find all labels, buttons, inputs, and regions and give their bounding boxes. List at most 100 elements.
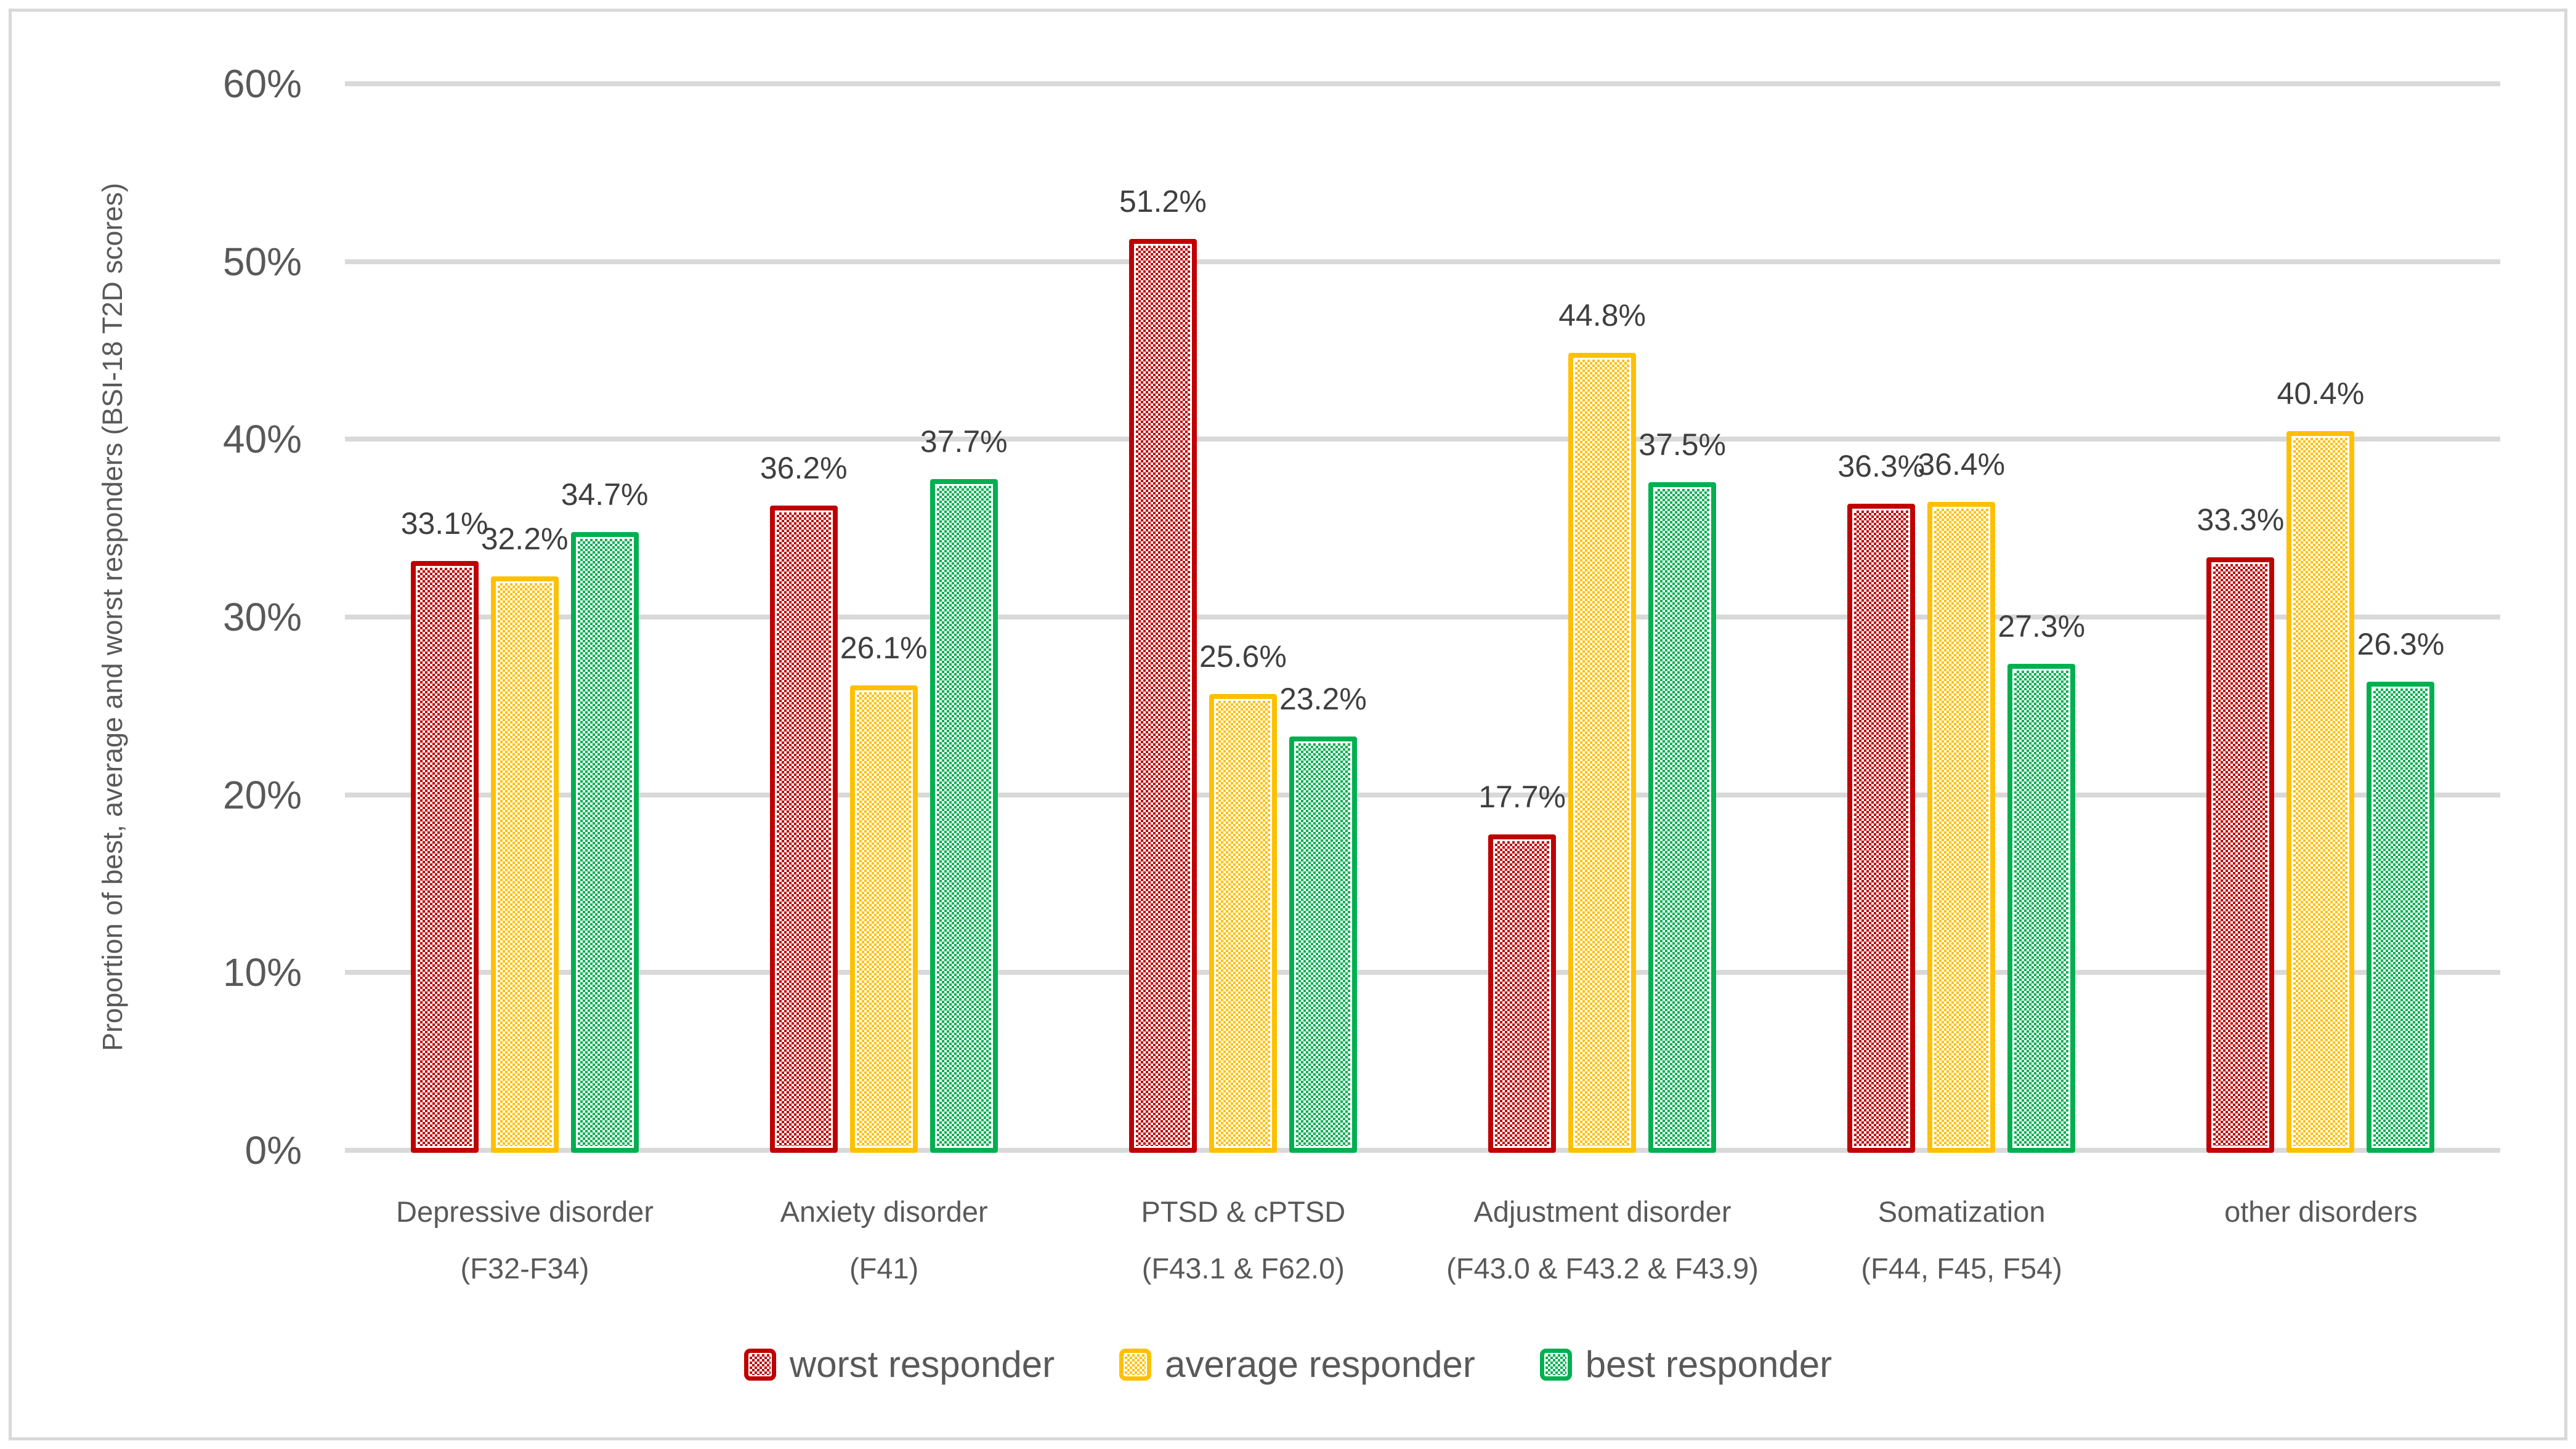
legend-swatch-worst [743, 1349, 776, 1381]
data-label: 32.2% [480, 522, 569, 557]
category-label-line2: (F41) [849, 1252, 919, 1285]
y-tick-label: 30% [222, 594, 302, 639]
bar-pattern-fill [1655, 489, 1710, 1146]
data-label: 33.3% [2197, 502, 2285, 537]
bar-pattern-fill [1215, 701, 1270, 1146]
category-label-line2: (F32-F34) [460, 1252, 589, 1285]
bar-average-group5 [1927, 502, 1996, 1153]
category-label: Adjustment disorder (F43.0 & F43.2 & F43.… [1423, 1184, 1783, 1297]
bar-worst-group4 [1488, 834, 1557, 1153]
bar-best-group3 [1289, 737, 1357, 1153]
legend-item-worst: worst responder [743, 1342, 1055, 1387]
bar-pattern-fill [1934, 509, 1989, 1146]
data-label: 51.2% [1119, 184, 1207, 219]
gridline-30% [345, 614, 2500, 620]
data-label: 37.7% [920, 424, 1008, 459]
bar-average-group2 [849, 685, 918, 1153]
category-label-line1: Adjustment disorder [1473, 1195, 1732, 1228]
category-label: Somatization (F44, F45, F54) [1782, 1184, 2142, 1297]
data-label: 36.2% [759, 451, 848, 485]
legend-label: best responder [1585, 1344, 1833, 1385]
category-label-line1: other disorders [2224, 1195, 2418, 1228]
bar-average-group1 [490, 576, 559, 1153]
bar-pattern-fill [2293, 437, 2348, 1146]
bar-pattern-fill [2014, 670, 2069, 1146]
bar-pattern-fill [1854, 511, 1909, 1146]
bar-average-group6 [2286, 430, 2355, 1153]
category-label-line1: Depressive disorder [396, 1195, 654, 1228]
category-label-line1: Anxiety disorder [780, 1195, 988, 1228]
legend-swatch-average [1119, 1349, 1152, 1381]
legend-swatch-pattern [1545, 1354, 1566, 1375]
y-axis-title: Proportion of best, average and worst re… [97, 183, 128, 1051]
bar-pattern-fill [417, 567, 472, 1146]
bar-worst-group5 [1847, 504, 1916, 1153]
gridline-40% [345, 437, 2500, 442]
category-label: PTSD & cPTSD (F43.1 & F62.0) [1063, 1184, 1423, 1297]
gridline-50% [345, 259, 2500, 264]
y-tick-label: 60% [222, 61, 302, 106]
data-label: 36.3% [1837, 449, 1926, 484]
legend: worst responder average responder best res… [0, 1342, 2576, 1387]
bar-best-group4 [1648, 482, 1717, 1153]
category-label: Depressive disorder (F32-F34) [345, 1184, 705, 1297]
bar-pattern-fill [2213, 563, 2268, 1146]
bar-pattern-fill [936, 485, 991, 1146]
bar-pattern-fill [2373, 688, 2428, 1146]
y-tick-label: 0% [245, 1128, 302, 1173]
y-tick-label: 20% [222, 772, 302, 817]
gridline-10% [345, 970, 2500, 975]
bar-worst-group1 [410, 560, 479, 1153]
bar-pattern-fill [497, 583, 552, 1146]
bar-pattern-fill [1135, 246, 1190, 1146]
gridline-0% [345, 1148, 2500, 1153]
legend-label: average responder [1165, 1344, 1475, 1385]
y-tick-label: 50% [222, 239, 302, 284]
bar-average-group3 [1209, 694, 1277, 1153]
data-label: 37.5% [1638, 427, 1726, 462]
bar-pattern-fill [776, 512, 831, 1146]
bar-best-group1 [570, 532, 639, 1153]
legend-swatch-pattern [1125, 1354, 1146, 1375]
bar-pattern-fill [577, 539, 632, 1146]
category-label: other disorders [2141, 1184, 2501, 1240]
bar-pattern-fill [1495, 841, 1550, 1146]
bar-best-group5 [2007, 663, 2076, 1153]
category-label-line1: PTSD & cPTSD [1141, 1195, 1346, 1228]
data-label: 36.4% [1918, 447, 2006, 482]
data-label: 25.6% [1199, 639, 1287, 674]
data-label: 27.3% [1998, 608, 2086, 644]
bar-worst-group2 [769, 506, 838, 1153]
category-label-line1: Somatization [1877, 1195, 2046, 1228]
data-label: 26.1% [840, 630, 928, 665]
data-label: 23.2% [1279, 682, 1367, 717]
data-label: 26.3% [2357, 626, 2445, 661]
bar-worst-group6 [2206, 557, 2275, 1153]
legend-item-average: average responder [1119, 1342, 1475, 1387]
category-label-line2: (F43.1 & F62.0) [1141, 1252, 1345, 1285]
data-label: 34.7% [561, 477, 649, 512]
bar-worst-group3 [1128, 239, 1197, 1153]
bar-best-group6 [2367, 681, 2435, 1153]
bar-average-group4 [1568, 352, 1637, 1153]
bar-best-group2 [930, 478, 998, 1153]
gridline-60% [345, 81, 2500, 86]
legend-item-best: best responder [1539, 1342, 1833, 1387]
bar-pattern-fill [1295, 743, 1350, 1146]
data-label: 40.4% [2277, 376, 2365, 411]
data-label: 33.1% [400, 506, 488, 541]
legend-label: worst responder [789, 1344, 1055, 1385]
data-label: 17.7% [1478, 780, 1566, 815]
bar-pattern-fill [1575, 359, 1630, 1146]
category-label: Anxiety disorder (F41) [704, 1184, 1064, 1297]
category-label-line2: (F44, F45, F54) [1861, 1252, 2062, 1285]
category-label-line2: (F43.0 & F43.2 & F43.9) [1446, 1252, 1759, 1285]
legend-swatch-best [1539, 1349, 1572, 1381]
gridline-20% [345, 792, 2500, 797]
y-tick-label: 40% [222, 417, 302, 462]
data-label: 44.8% [1558, 297, 1646, 333]
legend-swatch-pattern [749, 1354, 771, 1375]
y-tick-label: 10% [222, 950, 302, 995]
bar-pattern-fill [856, 692, 911, 1146]
